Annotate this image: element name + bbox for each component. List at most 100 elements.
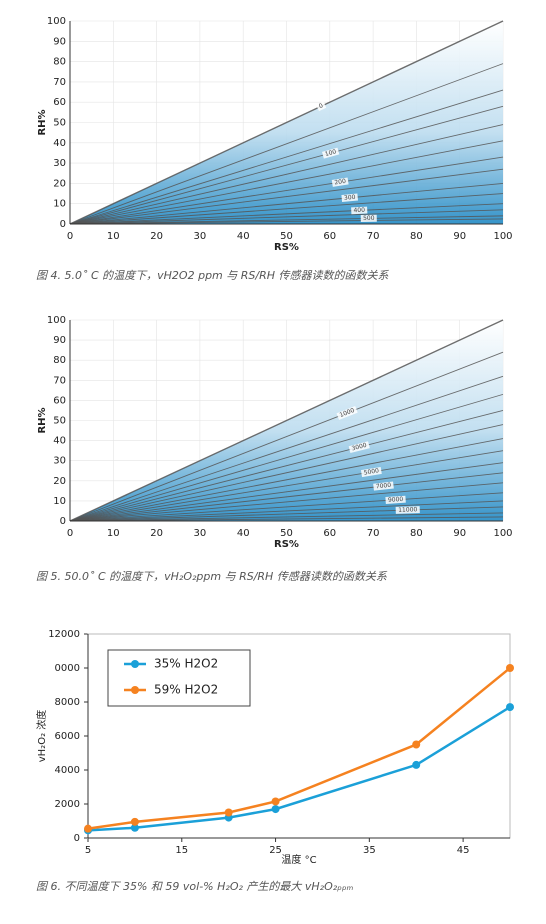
x-tick-label: 100 [493, 231, 512, 242]
contour-label-group: 300 [341, 193, 359, 203]
x-tick-label: 35 [363, 845, 376, 856]
x-tick-label: 80 [410, 528, 423, 539]
y-tick-label: 40 [53, 138, 66, 149]
y-tick-label: 60 [53, 395, 66, 406]
contour-label-group: 400 [351, 206, 368, 215]
contour-label-bg [348, 441, 370, 454]
data-point [412, 740, 421, 749]
x-tick-label: 40 [237, 528, 250, 539]
x-tick-label: 15 [175, 845, 188, 856]
contour-label-group: 5000 [360, 466, 382, 478]
contour-label-bg [385, 495, 406, 504]
y-tick-label: 0 [60, 219, 66, 230]
contour-line [69, 482, 504, 522]
contour-label-group: 500 [360, 214, 377, 223]
contour-label: 5000 [363, 467, 379, 476]
x-tick-label: 5 [85, 845, 91, 856]
x-tick-label: 45 [457, 845, 470, 856]
contour-line [69, 168, 504, 225]
data-point [412, 760, 421, 769]
x-tick-label: 60 [323, 231, 336, 242]
y-tick-label: 90 [53, 335, 66, 346]
y-tick-label: 90 [53, 36, 66, 47]
contour-line [69, 105, 504, 225]
y-tick-label: 100 [47, 16, 66, 27]
contour-label-group: 200 [331, 177, 349, 187]
data-point [506, 664, 514, 672]
y-axis-label: vH₂O₂ 浓度 [35, 710, 48, 763]
x-tick-label: 30 [194, 231, 207, 242]
y-tick-label: 0 [60, 516, 66, 527]
x-tick-label: 0 [67, 231, 73, 242]
y-tick-label: 10 [53, 496, 66, 507]
contour-label-bg [351, 206, 368, 215]
contour-label: 0 [318, 102, 325, 110]
y-tick-label: 80 [53, 355, 66, 366]
x-axis-label: RS% [274, 539, 299, 550]
legend-box [107, 649, 251, 707]
x-tick-label: 70 [367, 528, 380, 539]
contour-label-bg [316, 101, 327, 112]
contour-label: 7000 [376, 482, 392, 491]
y-tick-label: 60 [53, 97, 66, 108]
figure-caption: 图 5. 50.0˚ C 的温度下，vH₂O₂ppm 与 RS/RH 传感器读数… [36, 570, 388, 583]
y-tick-label: 100 [47, 315, 66, 326]
contour-line [69, 20, 504, 225]
x-tick-label: 20 [150, 231, 163, 242]
contour-line [69, 193, 504, 225]
x-tick-label: 50 [280, 231, 293, 242]
contour-label-bg [360, 214, 377, 223]
x-tick-label: 10 [107, 231, 120, 242]
contour-line [69, 512, 504, 522]
contour-label: 300 [344, 194, 356, 202]
y-tick-label: 20 [53, 178, 66, 189]
contour-label-group: 0 [316, 101, 327, 112]
x-tick-label: 40 [237, 231, 250, 242]
contour-label: 3000 [351, 442, 368, 453]
contour-line [69, 462, 504, 522]
figure-caption: 图 6. 不同温度下 35% 和 59 vol-% H₂O₂ 产生的最大 vH₂… [36, 880, 354, 893]
contour-label-bg [373, 481, 394, 491]
x-tick-label: 25 [269, 845, 282, 856]
contour-line [69, 89, 504, 225]
contour-line [69, 124, 504, 225]
x-tick-label: 20 [150, 528, 163, 539]
data-point [130, 817, 139, 826]
series-line [87, 706, 511, 832]
contour-label: 11000 [398, 506, 417, 514]
contour-label-group: 100 [322, 147, 340, 159]
contour-line [69, 215, 504, 225]
legend-label: 59% H2O2 [154, 683, 218, 697]
contour-line [69, 424, 504, 522]
y-tick-label: 12000 [48, 629, 80, 640]
contour-line [69, 182, 504, 225]
y-tick-label: 8000 [55, 697, 80, 708]
contour-line [69, 506, 504, 522]
y-tick-label: 6000 [55, 731, 80, 742]
data-point [130, 823, 139, 832]
x-tick-label: 30 [194, 528, 207, 539]
contour-line [69, 472, 504, 522]
x-tick-label: 90 [453, 528, 466, 539]
contour-label: 200 [334, 178, 347, 187]
y-tick-label: 80 [53, 57, 66, 68]
contour-label-group: 7000 [373, 481, 394, 491]
contour-line [69, 351, 504, 522]
x-axis-label: 温度 °C [281, 853, 316, 866]
contour-line [69, 438, 504, 522]
y-tick-label: 70 [53, 77, 66, 88]
contour-line [69, 375, 504, 522]
x-axis-label: RS% [274, 242, 299, 253]
y-tick-label: 4000 [55, 765, 80, 776]
contour-line [69, 156, 504, 225]
contour-line [69, 203, 504, 225]
contour-label: 9000 [388, 496, 404, 504]
contour-label-group: 11000 [395, 506, 420, 514]
contour-line [69, 492, 504, 522]
y-tick-label: 20 [53, 476, 66, 487]
data-point [224, 808, 233, 817]
contour-label: 100 [324, 148, 337, 158]
y-tick-label: 2000 [55, 799, 80, 810]
x-tick-label: 100 [493, 528, 512, 539]
